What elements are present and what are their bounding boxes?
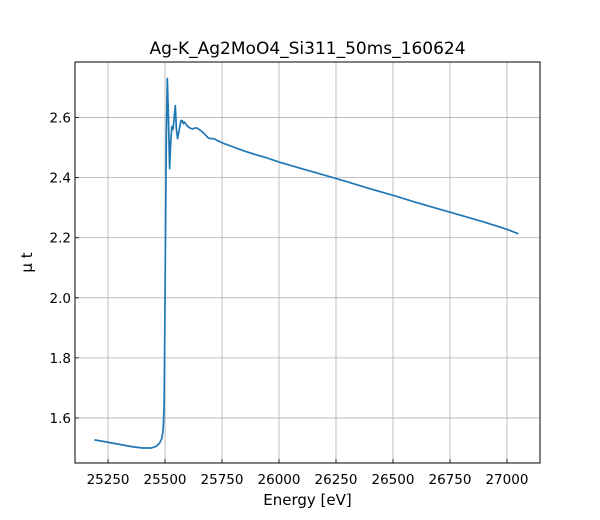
y-tick-label: 2.4: [50, 171, 71, 187]
x-tick-label: 26000: [258, 472, 301, 488]
x-axis-label: Energy [eV]: [263, 491, 351, 509]
y-tick-label: 1.6: [50, 411, 71, 427]
series-line: [94, 77, 519, 449]
chart-title: Ag-K_Ag2MoO4_Si311_50ms_160624: [149, 39, 465, 59]
y-tick-label: 2.2: [50, 231, 71, 247]
x-tick-label: 25250: [87, 472, 130, 488]
y-tick-label: 1.8: [50, 351, 71, 367]
grid-lines: [75, 62, 540, 463]
x-tick-label: 26500: [372, 472, 415, 488]
y-tick-label: 2.6: [50, 111, 71, 127]
x-tick-label: 25750: [201, 472, 244, 488]
x-axis-ticks: 25250 25500 25750 26000 26250 26500 26750 27000: [87, 459, 528, 488]
y-tick-label: 2.0: [50, 291, 71, 307]
x-tick-label: 26250: [315, 472, 358, 488]
x-tick-label: 26750: [428, 472, 471, 488]
y-axis-label: μ t: [18, 252, 36, 272]
x-tick-label: 27000: [485, 472, 528, 488]
x-tick-label: 25500: [144, 472, 187, 488]
y-axis-ticks: 1.6 1.8 2.0 2.2 2.4 2.6: [50, 111, 79, 427]
plot-frame: [74, 61, 541, 464]
